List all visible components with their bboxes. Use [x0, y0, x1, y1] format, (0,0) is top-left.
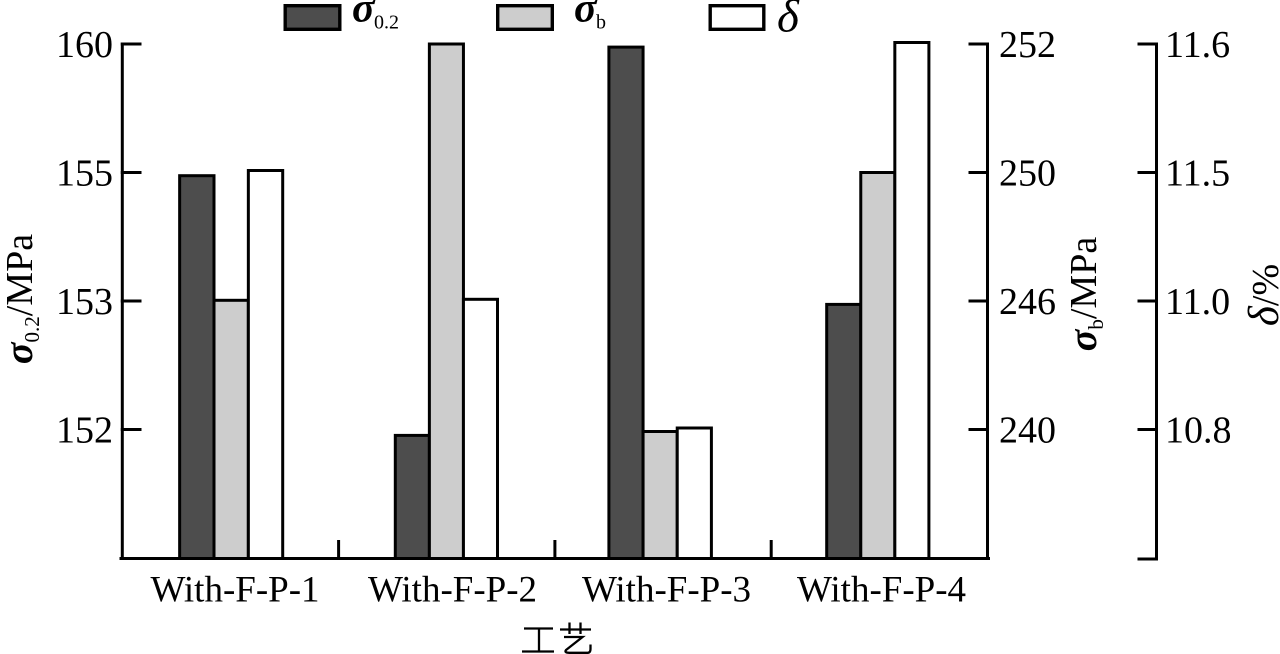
svg-text:10.8: 10.8: [1165, 410, 1232, 452]
svg-text:155: 155: [56, 153, 113, 195]
svg-text:11.6: 11.6: [1165, 24, 1230, 66]
svg-text:246: 246: [999, 281, 1056, 323]
svg-text:252: 252: [999, 24, 1056, 66]
svg-text:With-F-P-4: With-F-P-4: [797, 570, 966, 611]
svg-text:153: 153: [56, 281, 113, 323]
svg-text:240: 240: [999, 410, 1056, 452]
svg-text:With-F-P-2: With-F-P-2: [368, 570, 537, 611]
svg-text:11.0: 11.0: [1165, 281, 1230, 323]
svg-text:11.5: 11.5: [1165, 153, 1230, 195]
svg-text:σ: σ: [574, 0, 598, 32]
svg-text:With-F-P-3: With-F-P-3: [582, 570, 751, 611]
svg-text:With-F-P-1: With-F-P-1: [150, 570, 319, 611]
svg-text:152: 152: [56, 410, 113, 452]
svg-text:δ/%: δ/%: [1241, 264, 1280, 326]
svg-text:σ0.2/MPa: σ0.2/MPa: [0, 234, 44, 364]
svg-text:σb/MPa: σb/MPa: [1060, 237, 1108, 352]
svg-text:σ: σ: [352, 0, 376, 32]
svg-text:0.2: 0.2: [374, 12, 399, 34]
svg-text:b: b: [596, 12, 606, 34]
svg-text:δ: δ: [777, 0, 800, 43]
svg-text:160: 160: [56, 24, 113, 66]
svg-text:250: 250: [999, 153, 1056, 195]
